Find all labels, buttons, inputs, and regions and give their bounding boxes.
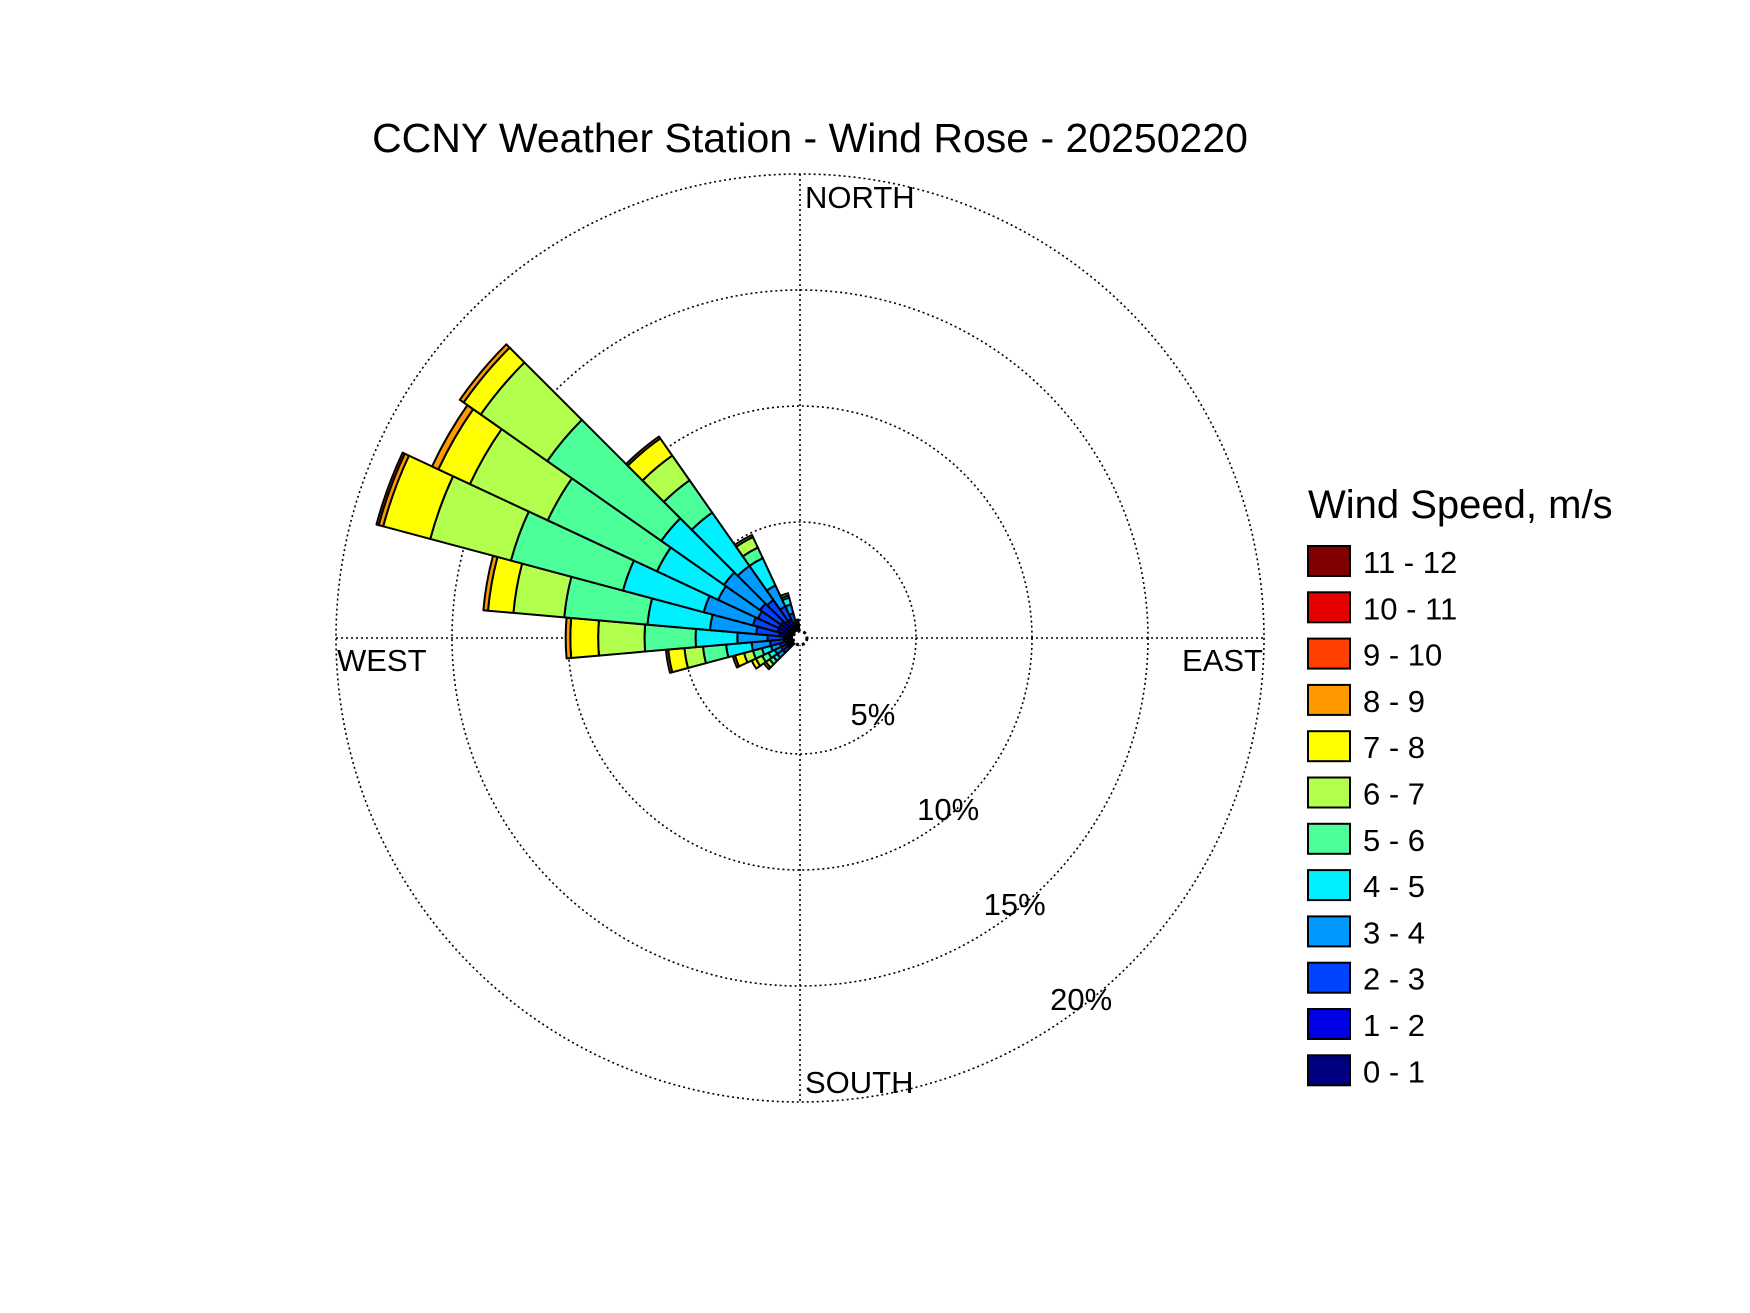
sector-270-speed-6-7	[597, 619, 647, 657]
legend-label-3-4: 3 - 4	[1363, 915, 1425, 950]
sector-330-speed-7-8	[733, 533, 754, 548]
legend: 11 - 12 10 - 11 9 - 10 8 - 9 7 - 8 6 - 7 5 - 6…	[1307, 545, 1457, 1089]
sector-350-speed-4-5	[794, 618, 800, 624]
ring-label-5: 5%	[851, 697, 896, 732]
direction-label-west: WEST	[337, 643, 427, 678]
legend-title: Wind Speed, m/s	[1308, 483, 1613, 527]
legend-swatch-10-11	[1307, 591, 1351, 624]
legend-swatch-11-12	[1307, 545, 1351, 577]
legend-label-0-1: 0 - 1	[1363, 1054, 1425, 1089]
legend-label-6-7: 6 - 7	[1363, 777, 1425, 812]
chart-title: CCNY Weather Station - Wind Rose - 20250…	[372, 115, 1248, 161]
sector-270-speed-8-9	[564, 616, 573, 660]
calm-center	[791, 629, 809, 647]
legend-swatch-8-9	[1307, 683, 1351, 716]
wind-rose-sectors	[375, 343, 801, 674]
polar-grid	[335, 173, 1265, 1103]
direction-label-east: EAST	[1182, 643, 1263, 678]
legend-label-7-8: 7 - 8	[1363, 730, 1425, 765]
sector-270-speed-7-8	[569, 616, 600, 660]
sector-320-speed-8-9	[625, 435, 662, 467]
ring-label-10: 10%	[917, 792, 979, 827]
ring-labels: 5% 10% 15% 20%	[851, 697, 1113, 1017]
sector-310-speed-8-9	[458, 343, 511, 404]
legend-swatch-0-1	[1307, 1054, 1351, 1087]
direction-label-north: NORTH	[805, 180, 915, 215]
ring-label-15: 15%	[984, 887, 1046, 922]
legend-label-2-3: 2 - 3	[1363, 962, 1425, 997]
calm-circle	[791, 629, 809, 647]
legend-label-5-6: 5 - 6	[1363, 823, 1425, 858]
legend-swatch-9-10	[1307, 637, 1351, 670]
sector-290-speed-9-10	[375, 451, 406, 527]
legend-swatch-7-8	[1307, 730, 1351, 763]
legend-swatch-5-6	[1307, 822, 1351, 855]
legend-swatch-4-5	[1307, 869, 1351, 902]
legend-swatch-2-3	[1307, 961, 1351, 994]
ring-label-20: 20%	[1050, 982, 1112, 1017]
legend-label-9-10: 9 - 10	[1363, 638, 1442, 673]
legend-swatch-3-4	[1307, 915, 1351, 948]
direction-label-south: SOUTH	[805, 1065, 914, 1100]
legend-swatch-6-7	[1307, 776, 1351, 809]
legend-label-10-11: 10 - 11	[1363, 591, 1457, 626]
legend-label-11-12: 11 - 12	[1363, 545, 1457, 580]
legend-swatch-1-2	[1307, 1008, 1351, 1040]
legend-label-8-9: 8 - 9	[1363, 684, 1425, 719]
legend-label-1-2: 1 - 2	[1363, 1008, 1425, 1043]
legend-label-4-5: 4 - 5	[1363, 869, 1425, 904]
sector-340-speed-6-7	[779, 592, 790, 600]
